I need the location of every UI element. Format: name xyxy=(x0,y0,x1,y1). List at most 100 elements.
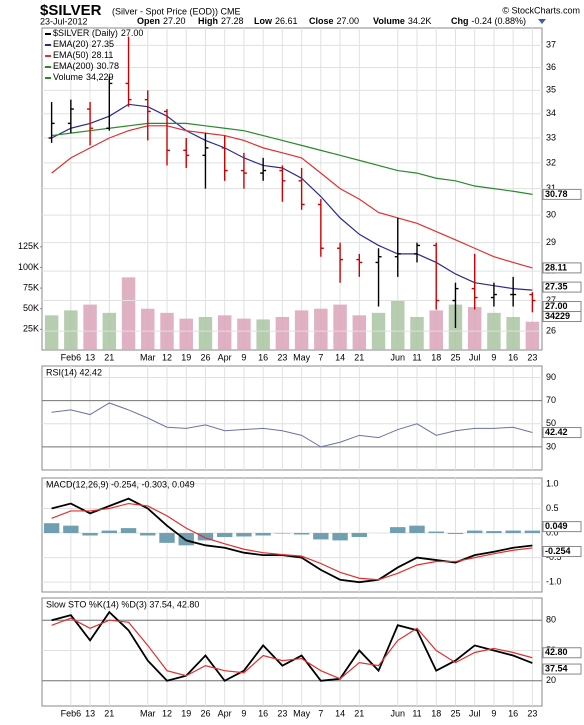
legend-value: 34,229 xyxy=(86,72,114,82)
x-tick-label: 13 xyxy=(85,352,95,362)
y-tick-label: 27 xyxy=(546,295,556,305)
description: (Silver - Spot Price (EOD)) CME xyxy=(112,6,241,16)
volume-bar xyxy=(198,316,213,350)
legend-value: 30.78 xyxy=(97,61,120,71)
quote-value: 34.2K xyxy=(408,16,432,26)
y-tick-label: 1.0 xyxy=(546,478,559,488)
volume-bar xyxy=(467,307,482,350)
panel xyxy=(41,477,543,593)
x-tick-label: 25 xyxy=(450,708,460,718)
histogram-bar xyxy=(120,528,137,534)
quote-label: Volume xyxy=(373,16,405,26)
histogram-bar xyxy=(178,533,194,546)
y-tick-label: -1.0 xyxy=(546,577,562,587)
x-tick-label: 18 xyxy=(431,708,441,718)
histogram-bar xyxy=(332,533,348,541)
histogram-bar xyxy=(409,525,425,534)
value-box xyxy=(542,521,582,533)
value-box-label: 37.54 xyxy=(545,663,568,673)
legend-name: EMA(20) xyxy=(53,39,89,49)
quote-label: High xyxy=(198,16,218,26)
x-tick-label: 23 xyxy=(277,352,287,362)
legend-name: $SILVER (Daily) xyxy=(53,28,118,38)
source: © StockCharts.com xyxy=(502,5,580,15)
x-tick-label: 19 xyxy=(181,708,191,718)
volume-bar xyxy=(410,316,424,350)
histogram-bar xyxy=(467,530,483,534)
x-tick-label: 16 xyxy=(258,352,268,362)
x-tick-label: 9 xyxy=(241,352,246,362)
date: 23-Jul-2012 xyxy=(40,16,88,26)
x-tick-label: 23 xyxy=(277,708,287,718)
quote-value: 27.00 xyxy=(337,16,360,26)
value-box xyxy=(542,663,582,675)
x-tick-label: Mar xyxy=(140,708,156,718)
y-tick-label: 30 xyxy=(546,441,556,451)
histogram-bar xyxy=(505,530,521,534)
quote-item: Volume 34.2K xyxy=(373,16,431,26)
legend-entry: EMA(20) 27.35 xyxy=(53,39,114,49)
x-tick-label: 12 xyxy=(162,708,172,718)
volume-bar xyxy=(314,308,328,350)
x-tick-label: 9 xyxy=(491,352,496,362)
histogram-bar xyxy=(63,525,79,534)
volume-bar xyxy=(391,300,405,350)
x-tick-label: 16 xyxy=(258,708,268,718)
value-box-label: 30.78 xyxy=(545,189,568,199)
legend-value: 27.35 xyxy=(92,39,115,49)
y-tick-label: 90 xyxy=(546,372,556,382)
indicator-line xyxy=(51,402,533,448)
legend-entry: $SILVER (Daily) 27.00 xyxy=(53,28,143,38)
menu-arrow xyxy=(538,19,546,24)
quote-value: 27.20 xyxy=(163,16,186,26)
volume-bar xyxy=(217,315,232,350)
value-box xyxy=(542,188,582,200)
quote-label: Open xyxy=(137,16,160,26)
histogram-bar xyxy=(293,533,310,535)
quote-label: Close xyxy=(309,16,334,26)
indicator-line xyxy=(51,125,533,269)
indicator-line xyxy=(51,122,533,195)
volume-bar xyxy=(294,310,309,350)
y-tick-label: 20 xyxy=(546,675,556,685)
histogram-bar xyxy=(313,533,329,540)
value-box xyxy=(542,281,582,293)
histogram-bar xyxy=(101,530,117,534)
quote-label: Chg xyxy=(451,16,469,26)
x-tick-label: 11 xyxy=(412,708,421,718)
panel xyxy=(41,365,543,471)
x-tick-label: Jul xyxy=(469,708,481,718)
indicator-line xyxy=(51,617,533,680)
quote-item: Open 27.20 xyxy=(137,16,186,26)
x-tick-label: Mar xyxy=(140,352,156,362)
histogram-bar xyxy=(217,533,233,537)
volume-bar xyxy=(44,315,59,350)
x-tick-label: May xyxy=(293,708,311,718)
panel-legend: Slow STO %K(14) %D(3) 37.54, 42.80 xyxy=(46,599,199,609)
x-tick-label: 7 xyxy=(318,352,323,362)
x-tick-label: 16 xyxy=(508,708,518,718)
volume-bar xyxy=(179,318,193,350)
volume-bar xyxy=(237,318,251,350)
x-tick-label: 14 xyxy=(335,352,345,362)
value-box-label: 34229 xyxy=(545,311,570,321)
panel-legend: MACD(12,26,9) -0.254, -0.303, 0.049 xyxy=(46,479,195,489)
x-tick-label: 9 xyxy=(241,708,246,718)
quote-item: Low 26.61 xyxy=(254,16,298,26)
indicator-line xyxy=(51,610,533,682)
panel-legend: RSI(14) 42.42 xyxy=(46,367,102,377)
x-tick-label: 26 xyxy=(200,708,210,718)
legend-name: Volume xyxy=(53,72,83,82)
x-tick-label: Jul xyxy=(469,352,481,362)
volume-bar xyxy=(64,310,78,350)
y-tick-label: 35 xyxy=(546,85,556,95)
x-tick-label: 13 xyxy=(85,708,95,718)
x-tick-label: 14 xyxy=(335,708,345,718)
y-tick-label: 29 xyxy=(546,237,556,247)
x-tick-label: 21 xyxy=(104,708,114,718)
x-tick-label: 23 xyxy=(527,352,537,362)
x-tick-label: 16 xyxy=(508,352,518,362)
x-tick-label: 19 xyxy=(181,352,191,362)
y-tick-label: 30 xyxy=(546,210,556,220)
